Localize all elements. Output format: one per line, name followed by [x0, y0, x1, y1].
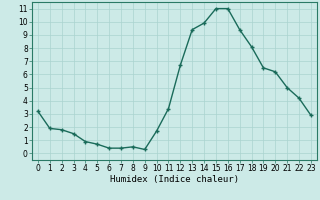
X-axis label: Humidex (Indice chaleur): Humidex (Indice chaleur)	[110, 175, 239, 184]
